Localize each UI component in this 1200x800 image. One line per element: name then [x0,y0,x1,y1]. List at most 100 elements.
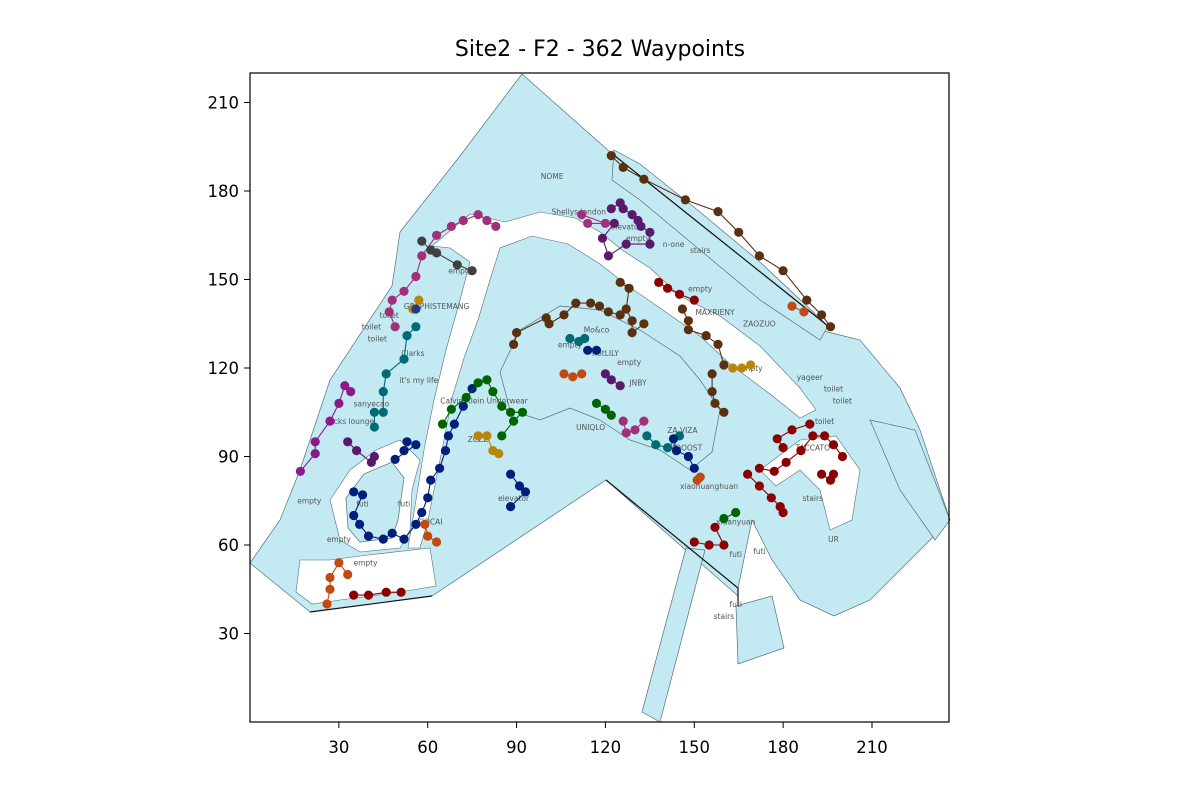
waypoint-marker [600,404,611,414]
waypoint-marker [746,360,756,370]
waypoint-marker [423,531,433,541]
waypoint-marker [769,466,779,476]
waypoint-marker [654,277,664,287]
waypoint-marker [743,469,753,479]
waypoint-marker [642,431,652,441]
waypoint-marker [606,204,616,214]
waypoint-marker [701,331,711,341]
waypoint-marker [325,572,335,583]
waypoint-marker [713,339,723,349]
room-label: toilet [815,417,834,426]
y-tick-label: 150 [208,271,240,290]
outline-edge [309,595,433,613]
waypoint-marker [363,531,374,541]
waypoint-marker [446,404,456,414]
waypoint-marker [349,510,359,521]
room-label: TACCATO [794,444,830,453]
waypoint-marker [683,451,694,462]
x-tick-label: 60 [417,738,438,757]
waypoint-marker [565,333,575,344]
waypoint-trace [420,519,442,547]
waypoint-marker [473,378,483,388]
waypoint-marker [713,207,723,217]
room-label: yageer [797,373,824,382]
waypoint-marker [677,304,688,314]
waypoint-trace [411,304,421,314]
x-tick-label: 30 [328,738,349,757]
room-label: futi [730,600,742,609]
waypoint-marker [606,410,616,420]
waypoint-marker [580,333,590,344]
waypoint-marker [387,295,397,305]
waypoint-marker [346,387,356,397]
courtyard-uniqlo [499,305,721,471]
waypoint-marker [825,322,836,332]
x-axis: 30 60 90 120 150 180 210 [328,722,888,757]
waypoint-trace [668,434,699,473]
waypoint-marker [636,221,646,231]
waypoint-marker [624,283,634,293]
waypoint-marker [615,277,625,287]
waypoint-marker [482,431,492,441]
waypoint-marker [674,289,685,299]
waypoint-marker [591,345,602,355]
waypoint-marker [423,493,433,503]
waypoint-marker [597,233,608,243]
y-tick-label: 90 [218,448,239,467]
waypoint-marker [369,451,379,462]
room-label: futi [398,500,410,509]
waypoint-marker [432,537,442,547]
waypoint-marker [621,239,631,249]
waypoint-marker [689,463,699,473]
room-label: MOOOST [669,444,703,453]
room-label: futi [753,547,765,556]
waypoint-marker [340,381,350,391]
waypoint-marker [600,369,611,379]
y-axis: 30 60 90 120 150 180 210 [208,94,250,644]
waypoint-marker [402,331,412,341]
waypoint-trace [577,210,611,228]
waypoint-marker [435,463,445,473]
waypoint-trace [322,558,353,609]
waypoint-marker [787,425,797,435]
waypoint-marker [586,298,596,308]
room-label: ZAOZUO [743,320,776,329]
waypoint-marker [399,446,409,456]
waypoint-marker [325,584,335,594]
waypoint-marker [772,434,782,444]
waypoint-marker [817,310,827,320]
waypoint-marker [506,502,516,512]
waypoint-marker [621,304,631,314]
waypoint-trace [417,236,477,276]
waypoint-marker [358,490,368,500]
waypoint-marker [618,416,628,426]
waypoint-marker [627,328,637,338]
waypoint-marker [606,375,616,385]
waypoint-marker [384,307,394,317]
waypoint-trace [349,384,477,544]
room-label: empty [626,234,651,243]
waypoint-marker [568,372,578,382]
room-label: empty [617,358,642,367]
waypoint-marker [378,534,388,544]
trace-line [672,438,695,469]
waypoint-marker [787,301,797,311]
waypoint-marker [482,375,492,385]
waypoint-marker [828,440,839,450]
x-tick-label: 180 [767,738,799,757]
room-label: xiaohuanghuan [680,482,738,491]
waypoint-marker [571,298,581,308]
room-label: n-one [663,240,685,249]
waypoint-marker [754,251,765,261]
waypoint-marker [710,398,720,408]
room-label: kicks lounge [327,417,374,426]
waypoint-trace [719,507,741,524]
waypoint-trace [473,431,504,459]
waypoint-marker [719,540,729,550]
waypoint-marker [310,449,320,459]
room-label: empty [448,267,473,276]
waypoint-marker [583,345,593,355]
waypoint-marker [355,519,365,530]
waypoint-marker [508,416,519,426]
